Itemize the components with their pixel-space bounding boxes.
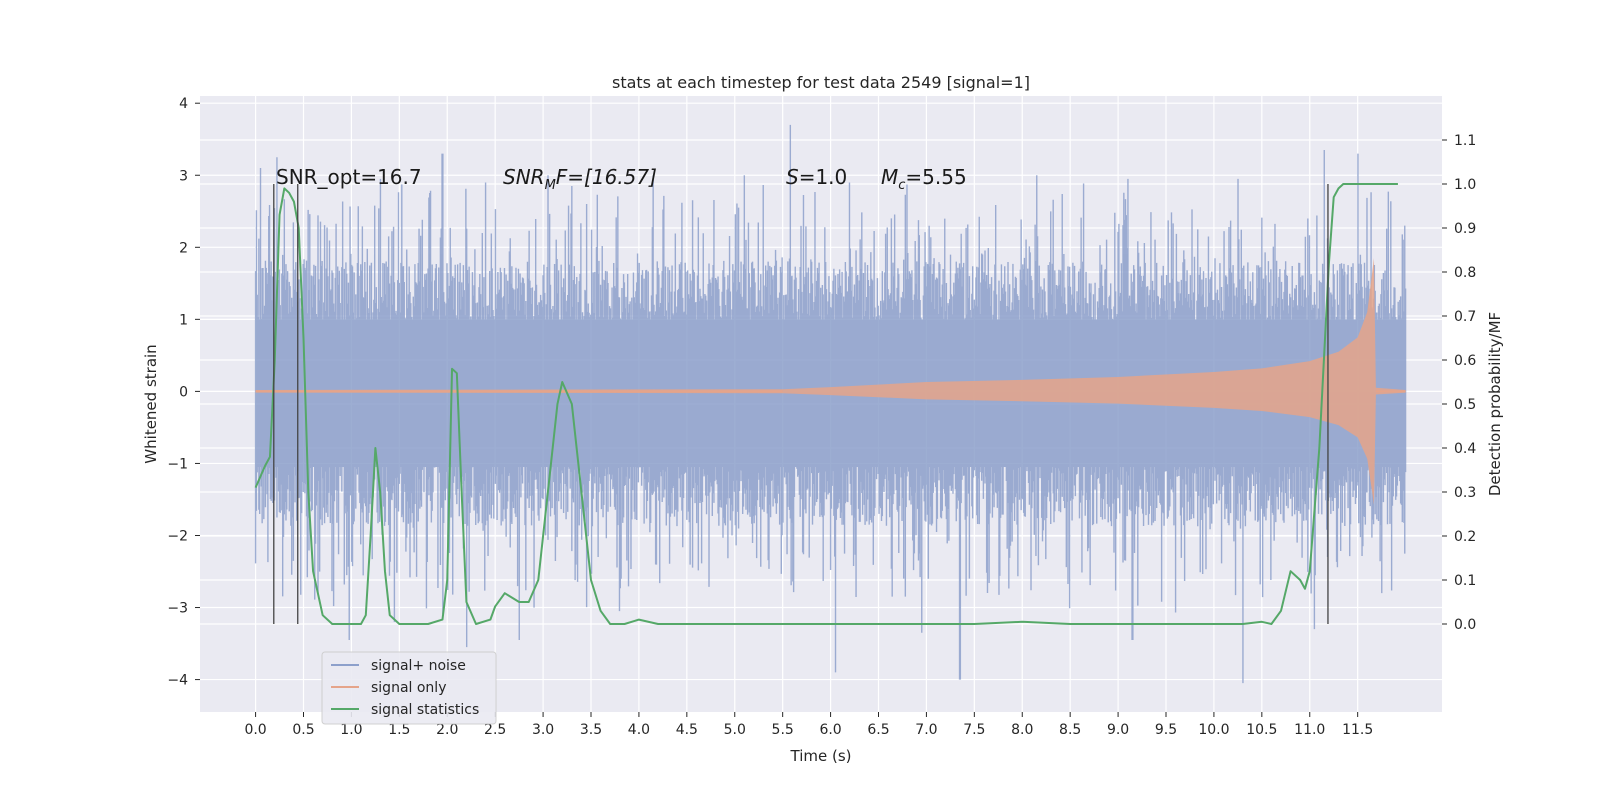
x-tick-label: 8.0: [1011, 722, 1033, 738]
y-tick-label: 3: [179, 168, 188, 184]
annotation-snr-mf: SNRMF=[16.57]: [503, 165, 657, 193]
x-tick-label: 10.5: [1246, 722, 1277, 738]
x-axis-label: Time (s): [790, 747, 852, 765]
x-tick-label: 2.5: [484, 722, 506, 738]
x-tick-label: 4.0: [628, 722, 650, 738]
x-tick-label: 9.5: [1155, 722, 1177, 738]
x-tick-label: 4.5: [676, 722, 698, 738]
y-tick-label: 2: [179, 240, 188, 256]
y-right-tick-label: 0.3: [1454, 485, 1476, 501]
x-tick-label: 6.0: [819, 722, 841, 738]
series-signal-only: [255, 258, 1406, 505]
y-right-tick-label: 0.7: [1454, 309, 1476, 325]
x-tick-label: 5.5: [772, 722, 794, 738]
x-tick-label: 7.0: [915, 722, 937, 738]
x-tick-label: 9.0: [1107, 722, 1129, 738]
y-right-tick-label: 0.8: [1454, 265, 1476, 281]
series-signal-statistics: [254, 183, 1398, 625]
y-right-tick-label: 0.5: [1454, 397, 1476, 413]
x-tick-label: 1.0: [340, 722, 362, 738]
y-axis-label: Whitened strain: [142, 344, 160, 463]
annotation-mc: Mc=5.55: [881, 165, 967, 193]
x-tick-label: 10.0: [1198, 722, 1229, 738]
x-tick-label: 6.5: [867, 722, 889, 738]
axis-ticks: 0.0 0.5 1.0 1.5 2.0 2.5 3.0 3.5 4.0 4.5 5.0 5.5 6.0 6…: [167, 96, 1476, 738]
y-right-tick-label: 0.2: [1454, 529, 1476, 545]
x-tick-label: 5.0: [724, 722, 746, 738]
legend-label-signal-only: signal only: [371, 680, 446, 696]
x-tick-label: 7.5: [963, 722, 985, 738]
x-tick-label: 0.5: [292, 722, 314, 738]
y-right-axis-label: Detection probability/MF: [1486, 312, 1504, 496]
x-tick-label: 8.5: [1059, 722, 1081, 738]
x-tick-label: 0.0: [244, 722, 266, 738]
x-tick-label: 11.5: [1342, 722, 1373, 738]
annotations: SNR_opt=16.7 SNRMF=[16.57] S=1.0 Mc=5.55: [276, 165, 967, 193]
y-tick-label: 0: [179, 384, 188, 400]
y-tick-label: 4: [179, 96, 188, 112]
y-right-tick-label: 1.0: [1454, 177, 1476, 193]
chart-title: stats at each timestep for test data 254…: [612, 73, 1030, 92]
x-tick-label: 3.5: [580, 722, 602, 738]
y-tick-label: 1: [179, 312, 188, 328]
series-layer: [254, 124, 1407, 684]
legend-label-signal-noise: signal+ noise: [371, 658, 466, 674]
y-right-tick-label: 0.1: [1454, 573, 1476, 589]
y-right-tick-label: 0.6: [1454, 353, 1476, 369]
y-right-tick-label: 0.0: [1454, 617, 1476, 633]
annotation-snr-opt: SNR_opt=16.7: [276, 165, 422, 189]
y-right-tick-label: 1.1: [1454, 133, 1476, 149]
legend: signal+ noise signal only signal statist…: [321, 651, 497, 725]
y-tick-label: −2: [167, 528, 188, 544]
x-tick-label: 11.0: [1294, 722, 1325, 738]
y-right-tick-label: 0.9: [1454, 221, 1476, 237]
legend-label-signal-statistics: signal statistics: [371, 702, 479, 718]
y-tick-label: −1: [167, 456, 188, 472]
y-right-tick-label: 0.4: [1454, 441, 1476, 457]
y-tick-label: −4: [167, 673, 188, 689]
vertical-markers: [273, 184, 1329, 624]
x-tick-label: 3.0: [532, 722, 554, 738]
y-tick-label: −3: [167, 601, 188, 617]
annotation-s: S=1.0: [786, 165, 847, 189]
x-tick-label: 1.5: [388, 722, 410, 738]
legend-box: [321, 651, 497, 725]
x-tick-label: 2.0: [436, 722, 458, 738]
